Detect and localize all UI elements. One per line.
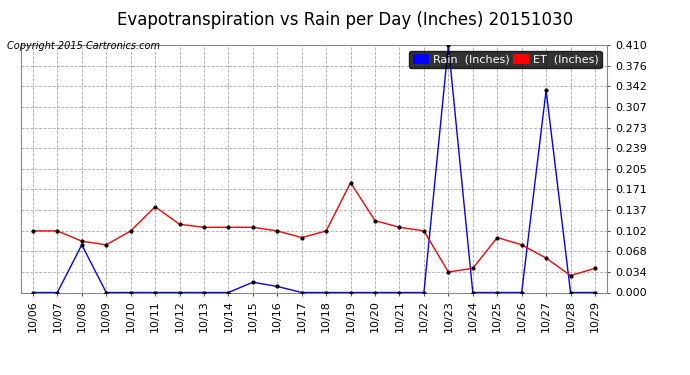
Legend: Rain  (Inches), ET  (Inches): Rain (Inches), ET (Inches) bbox=[409, 51, 602, 68]
Text: Copyright 2015 Cartronics.com: Copyright 2015 Cartronics.com bbox=[7, 41, 160, 51]
Text: Evapotranspiration vs Rain per Day (Inches) 20151030: Evapotranspiration vs Rain per Day (Inch… bbox=[117, 11, 573, 29]
